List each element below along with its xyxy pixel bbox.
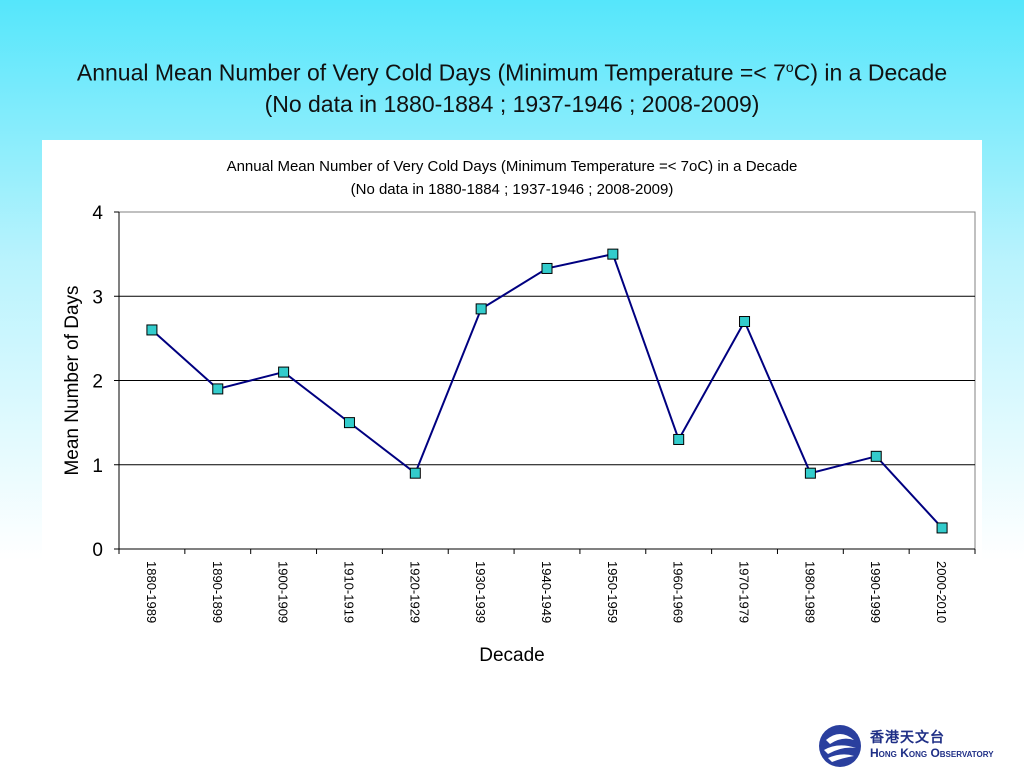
data-point-marker (212, 383, 224, 395)
x-tick-label: 1880-1989 (144, 561, 159, 623)
chart-subtitle: (No data in 1880-1884 ; 1937-1946 ; 2008… (351, 181, 674, 198)
y-tick-label: 0 (92, 540, 103, 561)
hong-kong-observatory-logo: 香港天文台 Hong Kong Observatory (816, 724, 1022, 768)
observatory-emblem-icon (819, 725, 861, 767)
data-point-marker (146, 324, 158, 336)
x-tick-label: 1980-1989 (802, 561, 817, 623)
line-chart: Annual Mean Number of Very Cold Days (Mi… (62, 158, 976, 666)
slide-title: Annual Mean Number of Very Cold Days (Mi… (0, 52, 1024, 120)
data-point-marker (278, 366, 290, 378)
slide-title-line1-text: Annual Mean Number of Very Cold Days (Mi… (76, 59, 786, 86)
x-tick-label: 1940-1949 (539, 561, 554, 623)
data-point-marker (673, 433, 685, 445)
slide-title-line1: Annual Mean Number of Very Cold Days (Mi… (0, 52, 1024, 89)
data-point-marker (541, 262, 553, 274)
x-tick-label: 1950-1959 (605, 561, 620, 623)
x-tick-label: 1920-1929 (407, 561, 422, 623)
data-point-marker (739, 316, 751, 328)
logo-english-text: Hong Kong Observatory (870, 746, 994, 760)
data-point-marker (804, 467, 816, 479)
data-point-marker (936, 522, 948, 534)
x-tick-label: 1990-1999 (868, 561, 883, 623)
y-tick-label: 2 (92, 372, 103, 393)
slide-title-line2: (No data in 1880-1884 ; 1937-1946 ; 2008… (264, 90, 760, 117)
data-point-marker (409, 467, 421, 479)
slide-title-superscript: o (785, 59, 794, 75)
data-point-marker (607, 248, 619, 260)
x-tick-label: 1910-1919 (341, 561, 356, 623)
x-tick-label: 1960-1969 (671, 561, 686, 623)
chart-title: Annual Mean Number of Very Cold Days (Mi… (227, 158, 798, 175)
data-point-marker (475, 303, 487, 315)
x-tick-label: 1890-1899 (210, 561, 225, 623)
y-axis-title: Mean Number of Days (62, 285, 83, 475)
slide-title-line1-end: C) in a Decade (793, 59, 948, 86)
x-tick-label: 2000-2010 (934, 561, 949, 623)
y-tick-label: 3 (92, 287, 103, 308)
y-tick-label: 4 (92, 203, 103, 224)
data-point-marker (870, 450, 882, 462)
x-tick-label: 1970-1979 (737, 561, 752, 623)
x-tick-label: 1930-1939 (473, 561, 488, 623)
y-tick-label: 1 (92, 456, 103, 477)
x-tick-label: 1900-1909 (276, 561, 291, 623)
x-axis-title: Decade (479, 645, 545, 666)
chart-panel: Annual Mean Number of Very Cold Days (Mi… (42, 140, 982, 688)
data-point-marker (343, 417, 355, 429)
logo-chinese-text: 香港天文台 (870, 730, 945, 746)
